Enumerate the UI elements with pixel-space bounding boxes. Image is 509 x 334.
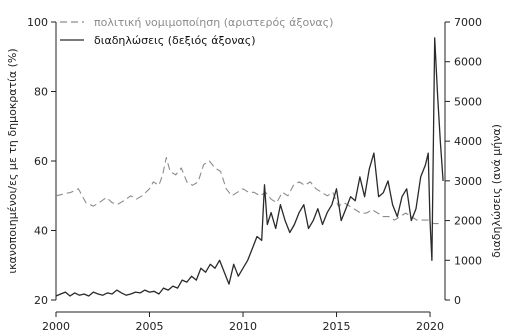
right-axis-tick-label: 4000 (454, 135, 482, 148)
left-axis-tick-label: 20 (34, 294, 48, 307)
left-axis-tick-label: 40 (34, 225, 48, 238)
legend-label: διαδηλώσεις (δεξιός άξονας) (94, 34, 255, 47)
legend-label: πολιτική νομιμοποίηση (αριστερός άξονας) (94, 16, 333, 29)
right-axis-tick-label: 1000 (454, 254, 482, 267)
right-axis-tick-label: 3000 (454, 175, 482, 188)
right-axis-tick-label: 5000 (454, 95, 482, 108)
left-axis-tick-label: 80 (34, 86, 48, 99)
left-axis-title: ικανοποιημένοι/ες με τη δημοκρατία (%) (6, 48, 19, 273)
x-axis-tick-label: 2005 (136, 320, 164, 333)
left-axis-tick-label: 100 (27, 16, 48, 29)
right-axis-tick-label: 0 (454, 294, 461, 307)
right-axis-tick-label: 7000 (454, 16, 482, 29)
x-axis-tick-label: 2015 (323, 320, 351, 333)
x-axis-tick-label: 2010 (229, 320, 257, 333)
axes: 2040608010001000200030004000500060007000… (6, 16, 503, 333)
right-axis-tick-label: 2000 (454, 215, 482, 228)
x-axis-tick-label: 2020 (416, 320, 444, 333)
series-layer (55, 37, 444, 297)
protests-series-line (55, 37, 444, 297)
legitimacy-series-line (55, 156, 440, 225)
x-axis-tick-label: 2000 (42, 320, 70, 333)
left-axis-tick-label: 60 (34, 155, 48, 168)
right-axis-title: διαδηλώσεις (ανά μήνα) (490, 124, 503, 258)
legend: πολιτική νομιμοποίηση (αριστερός άξονας)… (60, 16, 333, 47)
right-axis-tick-label: 6000 (454, 56, 482, 69)
